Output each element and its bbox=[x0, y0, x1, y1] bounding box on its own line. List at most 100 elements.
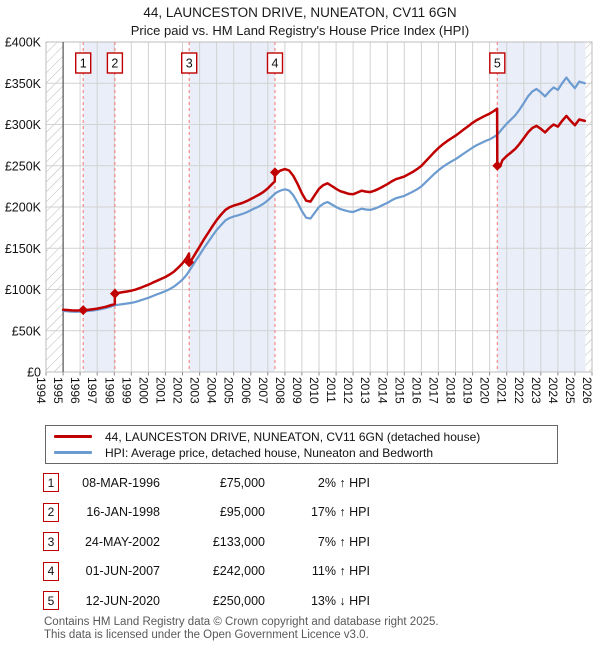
sale-hpi-delta: 13% ↓ HPI bbox=[310, 593, 370, 608]
x-axis-label: 2006 bbox=[239, 377, 253, 404]
x-axis-label: 2021 bbox=[495, 377, 509, 404]
sale-price: £250,000 bbox=[212, 593, 265, 608]
x-axis-label: 2013 bbox=[358, 377, 372, 404]
legend-row-property: 44, LAUNCESTON DRIVE, NUNEATON, CV11 6GN… bbox=[46, 429, 557, 445]
x-axis-label: 1996 bbox=[68, 377, 82, 404]
sale-price: £75,000 bbox=[219, 475, 265, 490]
chart-legend: 44, LAUNCESTON DRIVE, NUNEATON, CV11 6GN… bbox=[45, 425, 558, 464]
y-axis-label: £50K bbox=[12, 324, 42, 338]
sale-number: 2 bbox=[111, 57, 118, 71]
x-axis-label: 2026 bbox=[580, 377, 594, 404]
x-axis-label: 2017 bbox=[426, 377, 440, 404]
y-axis-label: £150K bbox=[5, 242, 42, 256]
sale-row-number-box: 4 bbox=[43, 561, 59, 581]
x-axis-label: 2015 bbox=[392, 377, 406, 404]
hpi-line bbox=[61, 76, 586, 313]
sale-date: 08-MAR-1996 bbox=[82, 475, 160, 490]
sale-row: 4 01-JUN-2007 £242,000 11% ↑ HPI bbox=[43, 557, 563, 587]
sale-row: 1 08-MAR-1996 £75,000 2% ↑ HPI bbox=[43, 468, 563, 498]
sale-date: 16-JAN-1998 bbox=[86, 505, 160, 520]
x-axis-label: 2010 bbox=[307, 377, 321, 404]
price-chart: 1994 1995 1996 1997 1998 1999 2000 2001 2002 2003… bbox=[5, 36, 594, 405]
sale-row-number-box: 5 bbox=[43, 591, 59, 611]
x-axis-label: 1995 bbox=[51, 377, 65, 404]
sale-row-number-box: 2 bbox=[43, 502, 59, 522]
sale-number-box bbox=[106, 52, 124, 74]
y-axis-label: £400K bbox=[5, 36, 42, 50]
x-axis-label: 2000 bbox=[136, 377, 150, 404]
x-axis-label: 1994 bbox=[34, 377, 48, 404]
x-axis-label: 2002 bbox=[171, 377, 185, 404]
sale-hpi-delta: 11% ↑ HPI bbox=[311, 564, 370, 579]
sale-marker-diamond bbox=[492, 160, 503, 171]
x-axis-label: 2019 bbox=[461, 377, 475, 404]
sale-marker-diamond bbox=[184, 257, 195, 268]
sale-price: £133,000 bbox=[212, 534, 265, 549]
sale-number: 1 bbox=[80, 57, 87, 71]
y-axis-label: £350K bbox=[5, 77, 42, 91]
x-axis-label: 2024 bbox=[546, 377, 560, 404]
x-axis-label: 2020 bbox=[478, 377, 492, 404]
license-line-2: This data is licensed under the Open Gov… bbox=[44, 629, 369, 641]
sale-number-box bbox=[180, 52, 198, 74]
x-axis-label: 2018 bbox=[444, 377, 458, 404]
legend-label-property: 44, LAUNCESTON DRIVE, NUNEATON, CV11 6GN… bbox=[105, 429, 481, 444]
x-axis-label: 1998 bbox=[102, 377, 116, 404]
y-axis-label: £100K bbox=[5, 283, 42, 297]
sale-number-box bbox=[74, 52, 92, 74]
x-axis-label: 2012 bbox=[341, 377, 355, 404]
sale-date: 01-JUN-2007 bbox=[85, 564, 160, 579]
sale-marker-diamond bbox=[109, 288, 120, 299]
sale-number: 5 bbox=[494, 57, 501, 71]
x-axis-label: 2011 bbox=[324, 377, 338, 403]
y-axis-label: £0 bbox=[27, 366, 41, 380]
x-axis-label: 2001 bbox=[153, 377, 167, 404]
sale-marker-diamond bbox=[78, 305, 89, 316]
x-axis-label: 2003 bbox=[188, 377, 202, 404]
x-axis-label: 2014 bbox=[375, 377, 389, 404]
page-subtitle: Price paid vs. HM Land Registry's House … bbox=[130, 23, 470, 38]
sale-number-box bbox=[266, 52, 284, 74]
sale-price: £242,000 bbox=[212, 564, 265, 579]
hpi-line-swatch bbox=[54, 451, 92, 454]
property-line-swatch bbox=[54, 435, 92, 438]
sale-marker-diamond bbox=[269, 167, 280, 178]
x-axis-label: 2023 bbox=[529, 377, 543, 404]
y-axis-label: £250K bbox=[5, 159, 42, 173]
sale-row: 5 12-JUN-2020 £250,000 13% ↓ HPI bbox=[43, 586, 563, 616]
license-footer: Contains HM Land Registry data © Crown c… bbox=[44, 616, 439, 642]
sale-row-number-box: 1 bbox=[43, 473, 59, 493]
x-axis-label: 2008 bbox=[273, 377, 287, 404]
x-axis-label: 2022 bbox=[512, 377, 526, 404]
sale-hpi-delta: 7% ↑ HPI bbox=[317, 534, 370, 549]
x-axis-label: 2025 bbox=[563, 377, 577, 404]
y-axis-label: £200K bbox=[5, 201, 42, 215]
sale-row-number-box: 3 bbox=[43, 532, 59, 552]
x-axis-label: 2007 bbox=[256, 377, 270, 404]
sale-number-box bbox=[489, 52, 506, 74]
x-axis-label: 2016 bbox=[409, 377, 423, 404]
sale-hpi-delta: 2% ↑ HPI bbox=[317, 475, 370, 490]
legend-row-hpi: HPI: Average price, detached house, Nune… bbox=[46, 445, 557, 461]
x-axis-label: 2004 bbox=[205, 377, 219, 404]
y-axis-label: £300K bbox=[5, 118, 42, 132]
sale-date: 12-JUN-2020 bbox=[85, 593, 160, 608]
sale-row: 2 16-JAN-1998 £95,000 17% ↑ HPI bbox=[43, 498, 563, 528]
license-line-1: Contains HM Land Registry data © Crown c… bbox=[44, 616, 439, 628]
x-axis-label: 1997 bbox=[85, 377, 99, 404]
sales-table: 1 08-MAR-1996 £75,000 2% ↑ HPI 2 16-JAN-1998 £… bbox=[43, 468, 563, 616]
legend-label-hpi: HPI: Average price, detached house, Nune… bbox=[105, 445, 434, 460]
sale-date: 24-MAY-2002 bbox=[84, 534, 160, 549]
page-title: 44, LAUNCESTON DRIVE, NUNEATON, CV11 6GN bbox=[143, 5, 457, 20]
sale-hpi-delta: 17% ↑ HPI bbox=[310, 505, 370, 520]
sale-number: 3 bbox=[186, 57, 193, 71]
sale-row: 3 24-MAY-2002 £133,000 7% ↑ HPI bbox=[43, 527, 563, 557]
sale-price: £95,000 bbox=[219, 505, 265, 520]
property-price-line bbox=[61, 107, 587, 312]
x-axis-label: 2005 bbox=[222, 377, 236, 404]
x-axis-label: 1999 bbox=[119, 377, 133, 404]
x-axis-label: 2009 bbox=[290, 377, 304, 404]
sale-number: 4 bbox=[272, 57, 279, 71]
plot-border bbox=[45, 41, 593, 373]
